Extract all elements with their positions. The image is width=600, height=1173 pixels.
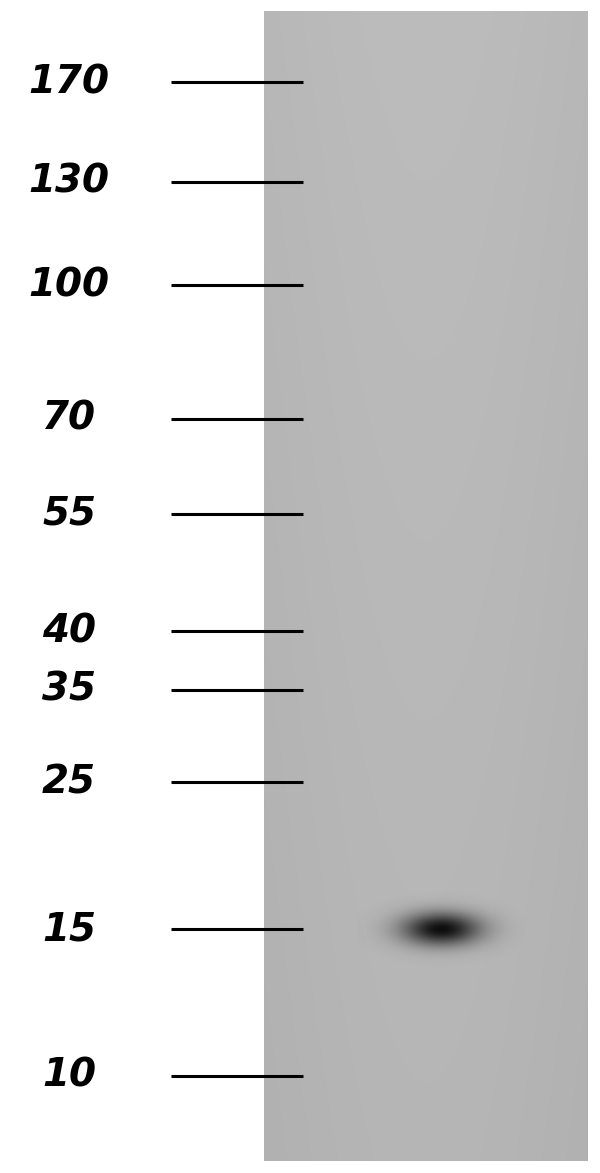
Text: 70: 70 — [42, 400, 96, 438]
Text: 15: 15 — [42, 910, 96, 948]
Text: 10: 10 — [42, 1057, 96, 1094]
Text: 130: 130 — [29, 163, 110, 201]
Text: 35: 35 — [42, 671, 96, 708]
Text: 40: 40 — [42, 612, 96, 650]
Text: 170: 170 — [29, 63, 110, 101]
Text: 55: 55 — [42, 495, 96, 533]
Text: 25: 25 — [42, 764, 96, 801]
Text: 100: 100 — [29, 266, 110, 304]
